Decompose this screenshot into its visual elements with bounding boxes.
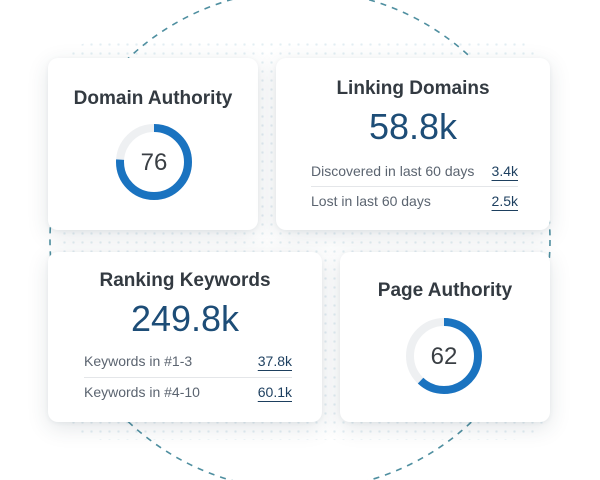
domain-authority-title: Domain Authority [73,88,233,109]
domain-authority-card: Domain Authority 76 [48,58,258,230]
stat-divider [84,377,292,378]
page-authority-gauge: 62 [406,318,482,394]
stat-divider [311,186,518,187]
stat-label: Keywords in #4-10 [84,384,200,400]
stat-row-lost: Lost in last 60 days 2.5k [311,193,518,209]
linking-domains-card: Linking Domains 58.8k Discovered in last… [276,58,550,230]
stat-row-keywords-1-3: Keywords in #1-3 37.8k [84,353,292,369]
stat-row-discovered: Discovered in last 60 days 3.4k [311,163,518,179]
domain-authority-gauge-fill [116,124,192,200]
domain-authority-score: 76 [141,149,168,176]
keywords-4-10-value-link[interactable]: 60.1k [257,384,292,400]
stat-label: Lost in last 60 days [311,193,431,209]
lost-value-link[interactable]: 2.5k [491,193,518,209]
domain-authority-gauge: 76 [116,124,192,200]
ranking-keywords-value: 249.8k [130,298,240,339]
page-authority-gauge-fill [406,318,482,394]
stat-row-keywords-4-10: Keywords in #4-10 60.1k [84,384,292,400]
linking-domains-title: Linking Domains [336,78,490,99]
linking-domains-value: 58.8k [368,106,458,147]
stat-label: Discovered in last 60 days [311,163,475,179]
discovered-value-link[interactable]: 3.4k [491,163,518,179]
stat-label: Keywords in #1-3 [84,353,193,369]
page-authority-card: Page Authority 62 [340,252,550,422]
ranking-keywords-card: Ranking Keywords 249.8k Keywords in #1-3… [48,252,322,422]
keywords-1-3-value-link[interactable]: 37.8k [257,353,292,369]
page-authority-score: 62 [431,343,458,370]
ranking-keywords-title: Ranking Keywords [99,270,271,291]
page-authority-title: Page Authority [377,280,513,301]
